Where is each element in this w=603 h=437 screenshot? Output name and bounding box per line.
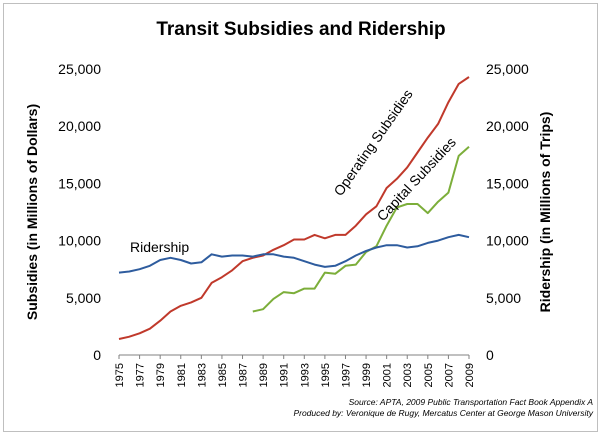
right-tick-label: 25,000 xyxy=(486,61,529,77)
right-tick-label: 0 xyxy=(486,347,494,363)
x-tick-label: 2007 xyxy=(443,363,455,387)
right-tick-label: 5,000 xyxy=(486,290,521,306)
left-tick-label: 5,000 xyxy=(66,290,101,306)
x-tick-label: 1993 xyxy=(299,363,311,387)
x-tick-label: 1997 xyxy=(340,363,352,387)
chart-frame xyxy=(3,3,598,432)
x-tick-label: 1995 xyxy=(320,363,332,387)
left-tick-label: 25,000 xyxy=(58,61,101,77)
series-lines xyxy=(118,76,470,340)
x-tick-label: 1977 xyxy=(135,363,147,387)
x-tick-label: 1999 xyxy=(361,363,373,387)
left-tick-label: 10,000 xyxy=(58,233,101,249)
right-axis-title: Ridership (in Millions of Trips) xyxy=(537,112,553,313)
source-note: Source: APTA, 2009 Public Transportation… xyxy=(349,397,594,407)
left-axis-title: Subsidies (in Millions of Dollars) xyxy=(24,104,40,320)
left-axis-ticks: 0 5,000 10,000 15,000 20,000 25,000 xyxy=(58,61,101,363)
x-tick-label: 1975 xyxy=(114,363,126,387)
left-tick-label: 20,000 xyxy=(58,118,101,134)
left-tick-label: 15,000 xyxy=(58,175,101,191)
right-tick-label: 10,000 xyxy=(486,233,529,249)
left-tick-label: 0 xyxy=(93,347,101,363)
x-tick-label: 1981 xyxy=(176,363,188,387)
x-tick-label: 2001 xyxy=(382,363,394,387)
x-tick-label: 1985 xyxy=(217,363,229,387)
capital-subsidies-label: Capital Subsidies xyxy=(373,134,458,224)
ridership-label: Ridership xyxy=(130,239,189,255)
x-tick-label: 1983 xyxy=(196,363,208,387)
x-tick-label: 1991 xyxy=(279,363,291,387)
right-tick-label: 20,000 xyxy=(486,118,529,134)
ridership-line xyxy=(118,233,470,274)
operating-subsidies-line xyxy=(118,76,470,340)
x-tick-label: 2009 xyxy=(464,363,476,387)
capital-subsidies-line xyxy=(252,146,470,313)
chart-title: Transit Subsidies and Ridership xyxy=(156,19,445,40)
x-tick-label: 2005 xyxy=(423,363,435,387)
right-axis-ticks: 0 5,000 10,000 15,000 20,000 25,000 xyxy=(486,61,529,363)
x-tick-label: 1987 xyxy=(238,363,250,387)
x-tick-label: 1989 xyxy=(258,363,270,387)
right-tick-label: 15,000 xyxy=(486,175,529,191)
x-axis-ticks: 1975 1977 1979 1981 1983 1985 1987 1989 1991 1993… xyxy=(114,355,476,387)
producer-note: Produced by: Veronique de Rugy, Mercatus… xyxy=(293,408,593,418)
x-tick-label: 1979 xyxy=(155,363,167,387)
x-tick-label: 2003 xyxy=(402,363,414,387)
